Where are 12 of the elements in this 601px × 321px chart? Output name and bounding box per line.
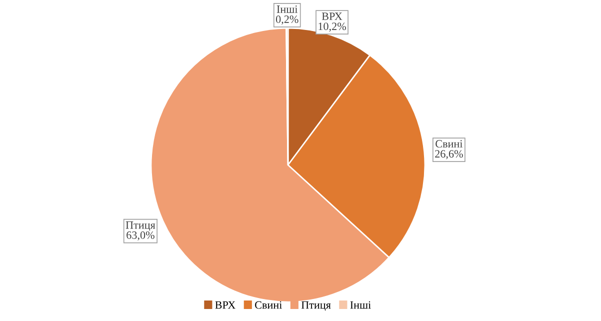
slice-label: Інші bbox=[276, 5, 298, 13]
slice-label: ВРХ bbox=[322, 12, 342, 20]
data-label: 26,6% bbox=[435, 150, 463, 160]
data-label: 63,0% bbox=[126, 231, 154, 240]
legend-label: Інші bbox=[350, 301, 371, 309]
legend-label: ВРХ bbox=[215, 301, 236, 309]
legend-label: Птиця bbox=[301, 301, 331, 311]
data-label: 10,2% bbox=[318, 22, 346, 32]
legend-label: Свині bbox=[255, 301, 282, 309]
slice-label: Свині bbox=[436, 140, 463, 148]
data-label: 0,2% bbox=[276, 16, 298, 25]
slice-label: Птиця bbox=[126, 221, 156, 231]
